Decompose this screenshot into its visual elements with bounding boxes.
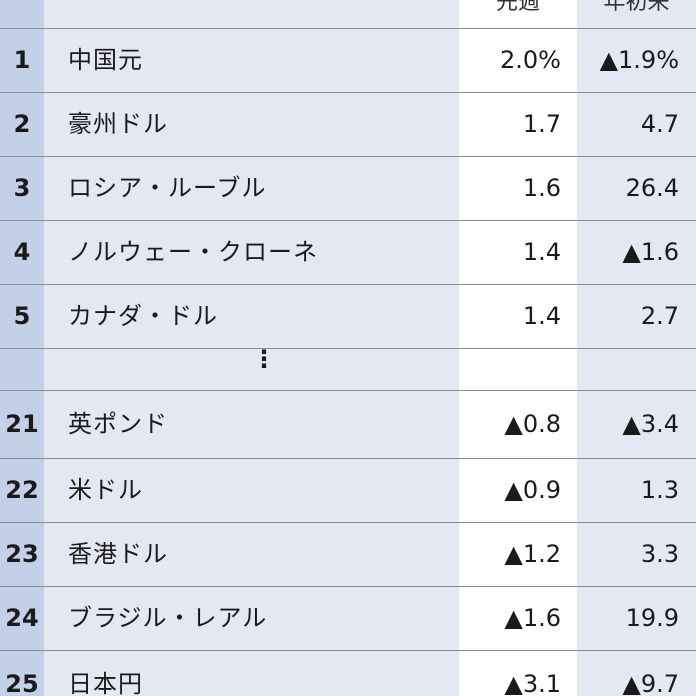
table-row: 24 ブラジル・レアル ▲1.6 19.9 — [0, 587, 696, 651]
currency-name: 米ドル — [68, 476, 143, 504]
row-divider — [0, 522, 696, 523]
row-divider — [0, 220, 696, 221]
rank-cell: 21 — [5, 410, 39, 438]
ytd-change: 3.3 — [640, 540, 679, 568]
table-row: 4 ノルウェー・クローネ 1.4 ▲1.6 — [0, 221, 696, 285]
ytd-change: 19.9 — [625, 604, 679, 632]
row-divider — [0, 156, 696, 157]
currency-name: ブラジル・レアル — [68, 604, 268, 632]
row-divider — [0, 348, 696, 349]
rank-cell: 23 — [5, 540, 39, 568]
rank-cell: 4 — [13, 238, 31, 266]
ytd-change: ▲1.9% — [599, 46, 679, 74]
table-row: 23 香港ドル ▲1.2 3.3 — [0, 523, 696, 587]
vertical-ellipsis: ⋮ — [252, 345, 276, 373]
ytd-change: ▲1.6 — [622, 238, 679, 266]
table-row: 25 日本円 ▲3.1 ▲9.7 — [0, 651, 696, 696]
ytd-change: 2.7 — [640, 302, 679, 330]
currency-name: ロシア・ルーブル — [68, 174, 267, 202]
ytd-change: 4.7 — [640, 110, 679, 138]
header-divider — [0, 28, 696, 29]
week-change: ▲1.6 — [504, 604, 561, 632]
table-row: 3 ロシア・ルーブル 1.6 26.4 — [0, 157, 696, 221]
header-week: 先週 — [495, 0, 540, 15]
table-row: 2 豪州ドル 1.7 4.7 — [0, 93, 696, 157]
table-row: 21 英ポンド ▲0.8 ▲3.4 — [0, 391, 696, 459]
currency-name: 豪州ドル — [68, 110, 168, 138]
table-row: 5 カナダ・ドル 1.4 2.7 — [0, 285, 696, 349]
week-change: 1.4 — [522, 238, 561, 266]
week-change: 1.7 — [522, 110, 561, 138]
currency-name: 中国元 — [68, 46, 143, 74]
ellipsis-row: ⋮ — [0, 345, 696, 391]
currency-name: 日本円 — [68, 670, 143, 696]
row-divider — [0, 284, 696, 285]
row-divider — [0, 390, 696, 391]
rank-cell: 25 — [5, 670, 39, 696]
rank-cell: 1 — [13, 46, 31, 74]
currency-name: 英ポンド — [68, 410, 168, 438]
currency-name: 香港ドル — [68, 540, 168, 568]
week-change: 2.0% — [500, 46, 561, 74]
rank-cell: 3 — [13, 174, 31, 202]
currency-name: カナダ・ドル — [68, 302, 218, 330]
ytd-change: 1.3 — [640, 476, 679, 504]
week-change: ▲1.2 — [504, 540, 561, 568]
ytd-change: 26.4 — [625, 174, 679, 202]
row-divider — [0, 458, 696, 459]
row-divider — [0, 92, 696, 93]
rank-cell: 22 — [5, 476, 39, 504]
row-divider — [0, 650, 696, 651]
rank-cell: 5 — [13, 302, 31, 330]
rank-cell: 24 — [5, 604, 39, 632]
table-row: 1 中国元 2.0% ▲1.9% — [0, 29, 696, 93]
row-divider — [0, 586, 696, 587]
week-change: ▲0.9 — [504, 476, 561, 504]
ytd-change: ▲9.7 — [622, 670, 679, 696]
ytd-change: ▲3.4 — [622, 410, 679, 438]
header-ytd: 年初来 — [603, 0, 670, 15]
currency-name: ノルウェー・クローネ — [68, 238, 318, 266]
week-change: 1.4 — [522, 302, 561, 330]
rank-cell: 2 — [13, 110, 31, 138]
table-row: 22 米ドル ▲0.9 1.3 — [0, 459, 696, 523]
week-change: 1.6 — [522, 174, 561, 202]
week-change: ▲0.8 — [504, 410, 561, 438]
week-change: ▲3.1 — [504, 670, 561, 696]
